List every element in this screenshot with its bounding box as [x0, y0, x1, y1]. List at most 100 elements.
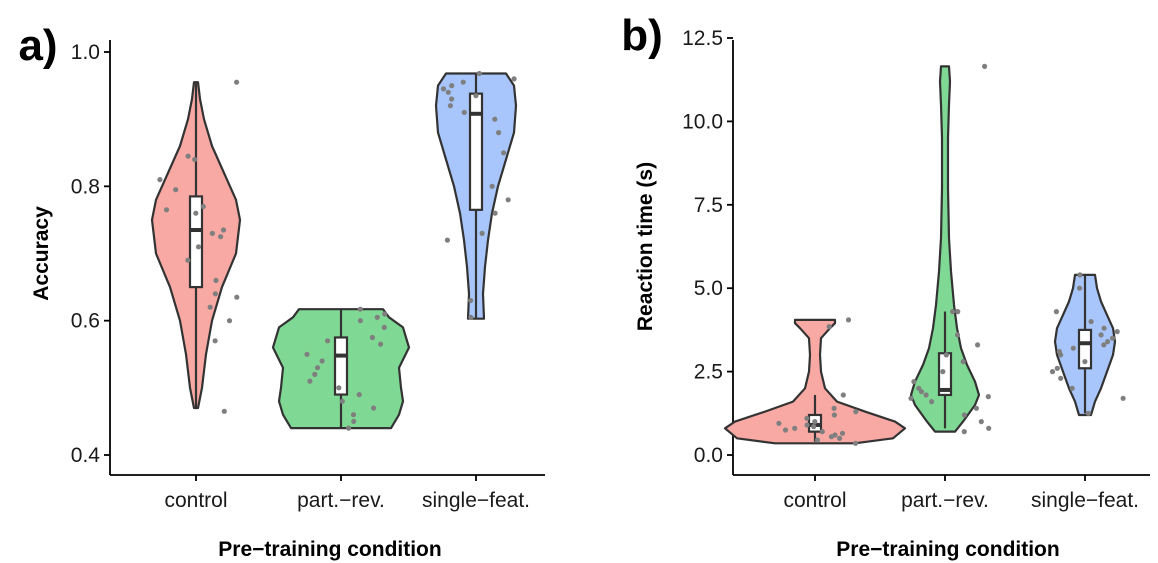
data-point	[954, 332, 961, 338]
data-point	[193, 210, 199, 216]
data-point	[479, 230, 485, 236]
data-point	[314, 365, 321, 371]
x-axis-title: Pre−training condition	[836, 538, 1059, 561]
y-axis-title: Accuracy	[30, 206, 53, 301]
data-point	[986, 425, 992, 431]
data-point	[460, 79, 466, 85]
violin-2	[909, 65, 981, 433]
data-point	[213, 277, 219, 283]
data-point	[476, 70, 482, 77]
data-point	[911, 379, 917, 385]
data-point	[445, 89, 451, 95]
y-tick-label: 1.0	[71, 41, 100, 64]
x-tick-label: single−feat.	[422, 489, 530, 512]
data-point	[973, 405, 980, 411]
data-point	[831, 405, 837, 411]
data-point	[374, 314, 380, 320]
x-tick-label: single−feat.	[1031, 489, 1139, 512]
data-point	[1114, 329, 1120, 335]
data-point	[312, 371, 318, 377]
data-point	[350, 412, 357, 418]
boxplot-box	[468, 92, 484, 211]
data-point	[792, 425, 798, 431]
data-point	[1101, 325, 1107, 331]
data-point	[908, 395, 914, 401]
data-point	[982, 63, 988, 69]
y-tick-label: 0.0	[694, 444, 723, 467]
data-point	[339, 398, 345, 404]
data-point	[1082, 359, 1088, 365]
data-point	[960, 359, 966, 365]
data-point	[961, 429, 967, 435]
data-point	[812, 419, 818, 425]
y-axis-title: Reaction time (s)	[634, 162, 657, 331]
data-point	[943, 352, 949, 358]
data-point	[496, 130, 502, 136]
data-point	[845, 317, 852, 323]
data-point	[185, 257, 191, 263]
data-point	[923, 392, 929, 398]
y-tick-label: 12.5	[682, 27, 723, 50]
data-point	[492, 116, 498, 122]
data-point	[505, 197, 511, 203]
data-point	[447, 103, 453, 109]
data-point	[1105, 339, 1111, 345]
y-tick-label: 5.0	[694, 277, 723, 300]
data-point	[218, 234, 224, 240]
data-point	[351, 418, 357, 424]
data-point	[940, 369, 946, 375]
data-point	[975, 342, 981, 348]
data-point	[325, 338, 331, 344]
data-point	[1054, 365, 1060, 371]
data-point	[1110, 335, 1116, 341]
data-point	[449, 83, 455, 89]
data-point	[961, 412, 968, 418]
data-point	[819, 429, 825, 435]
data-point	[207, 304, 213, 310]
data-point	[356, 392, 362, 398]
data-point	[1053, 309, 1059, 315]
boxplot-box	[1077, 328, 1093, 370]
x-axis-title: Pre−training condition	[218, 538, 441, 561]
data-point	[473, 93, 479, 99]
panel-label: a)	[18, 21, 57, 70]
data-point	[832, 432, 838, 438]
data-point	[1077, 272, 1083, 278]
data-point	[1049, 369, 1056, 375]
x-tick-label: control	[164, 489, 227, 512]
data-point	[511, 76, 517, 82]
data-point	[804, 422, 810, 428]
data-point	[1070, 345, 1076, 351]
data-point	[853, 440, 859, 446]
data-point	[814, 437, 821, 443]
data-point	[369, 334, 375, 341]
data-point	[1120, 395, 1126, 401]
data-point	[346, 425, 352, 431]
data-point	[192, 156, 198, 163]
data-point	[195, 244, 202, 250]
data-point	[440, 86, 447, 92]
x-tick-label: part.−rev.	[297, 489, 385, 512]
data-point	[776, 420, 782, 426]
data-point	[163, 207, 170, 213]
data-point	[185, 153, 191, 159]
data-point	[200, 203, 206, 210]
y-tick-label: 0.4	[71, 444, 101, 467]
data-point	[220, 227, 227, 233]
data-point	[371, 405, 377, 411]
x-tick-label: control	[783, 489, 846, 512]
panel-label: b)	[621, 11, 663, 60]
data-point	[173, 187, 179, 193]
data-point	[221, 408, 227, 414]
data-point	[449, 96, 455, 102]
data-point	[489, 183, 495, 189]
data-point	[1098, 332, 1104, 338]
data-point	[853, 409, 859, 415]
data-point	[950, 309, 956, 315]
data-point	[234, 294, 240, 300]
data-point	[357, 306, 363, 312]
data-point	[226, 318, 233, 324]
violin-1	[723, 318, 907, 445]
